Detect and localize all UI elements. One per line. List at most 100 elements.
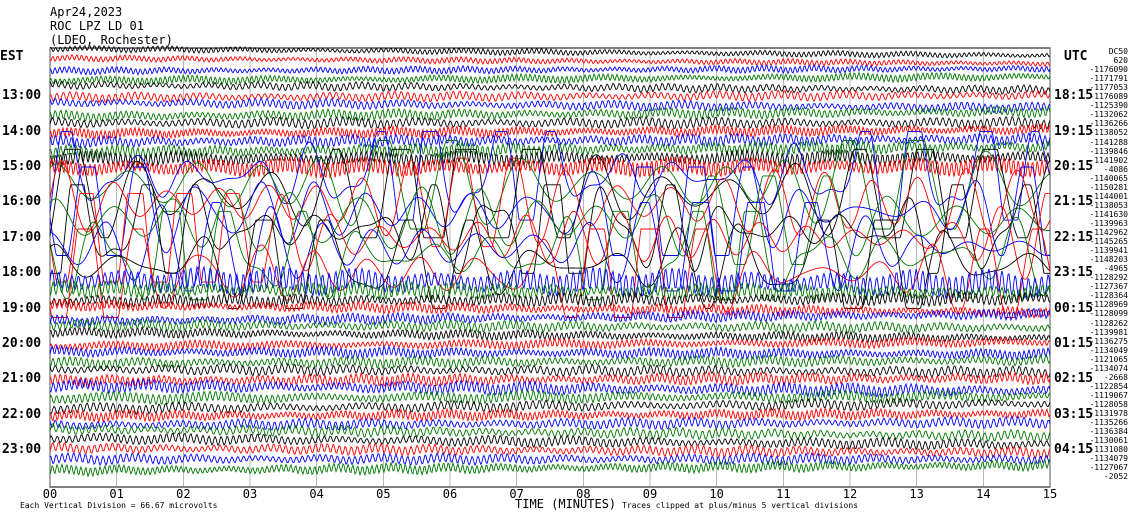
seismic-trace [49, 148, 1051, 169]
trace-offset-label: -1139981 [1089, 327, 1128, 337]
trace-offset-label: -2668 [1103, 372, 1128, 382]
seismic-trace [49, 451, 1051, 467]
utc-hour-label: 20:15 [1054, 159, 1094, 175]
trace-offset-label: -1144001 [1089, 191, 1128, 201]
trace-offset-label: -1125390 [1089, 101, 1128, 111]
seismic-trace [49, 115, 1051, 130]
trace-offset-label: -1141902 [1089, 155, 1128, 165]
x-tick-label: 01 [109, 487, 124, 501]
seismic-trace [49, 318, 1051, 335]
seismic-trace [49, 307, 1051, 328]
scale-note: Each Vertical Division = 66.67 microvolt… [20, 501, 218, 510]
seismic-trace [49, 377, 1051, 399]
seismic-trace [49, 335, 1051, 353]
trace-offset-label: -1150281 [1089, 182, 1128, 192]
seismic-trace [49, 122, 1051, 141]
trace-offset-label: -1128292 [1089, 273, 1128, 283]
seismic-trace [49, 415, 1051, 431]
seismic-trace [49, 105, 1051, 123]
seismic-trace [49, 71, 1051, 87]
est-hour-label: 22:00 [2, 406, 42, 422]
trace-offset-label: -1132062 [1089, 110, 1128, 120]
seismic-trace [49, 89, 1051, 104]
trace-offset-label: -1127067 [1089, 463, 1128, 473]
trace-offset-label: -1128262 [1089, 318, 1128, 328]
x-axis-title: TIME (MINUTES) [515, 497, 617, 511]
seismic-trace [49, 441, 1051, 460]
x-tick-label: 00 [42, 487, 58, 501]
trace-offset-label: -1148203 [1089, 255, 1128, 265]
x-tick-label: 02 [176, 487, 191, 501]
x-tick-label: 06 [442, 487, 458, 501]
x-tick-label: 10 [709, 487, 724, 501]
seismic-trace [49, 80, 1051, 96]
x-tick-label: 14 [976, 487, 991, 501]
utc-hour-label: 03:15 [1054, 406, 1094, 422]
est-hour-label: 13:00 [2, 88, 42, 104]
seismic-trace [49, 397, 1051, 416]
trace-offset-label: -1130061 [1089, 436, 1128, 446]
x-tick-label: 07 [509, 487, 524, 501]
est-hour-label: 23:00 [2, 442, 42, 458]
trace-offset-label: -1128058 [1089, 399, 1128, 409]
trace-offset-label: -1177053 [1089, 83, 1128, 93]
clip-note: Traces clipped at plus/minus 5 vertical … [622, 501, 859, 510]
trace-offset-label: -4086 [1103, 164, 1128, 174]
est-hour-label: 19:00 [2, 300, 42, 316]
seismic-trace [49, 344, 1051, 362]
x-tick-label: 08 [576, 487, 591, 501]
utc-axis-label: UTC [1064, 49, 1088, 64]
trace-offset-label: -4965 [1103, 264, 1128, 274]
seismic-trace [49, 388, 1051, 406]
trace-offset-label: -1141630 [1089, 209, 1128, 219]
utc-hour-label: 01:15 [1054, 336, 1094, 352]
trace-offset-label: -1127367 [1089, 282, 1128, 292]
est-hour-label: 16:00 [2, 194, 42, 210]
trace-offset-label: -1142962 [1089, 228, 1128, 237]
trace-offset-label: -1131080 [1089, 445, 1128, 455]
seismic-trace [49, 131, 1051, 150]
trace-offset-label: -1121065 [1089, 354, 1128, 364]
x-tick-label: 03 [242, 487, 258, 501]
trace-offset-label: -1128969 [1089, 300, 1128, 310]
utc-hour-label: 22:15 [1054, 229, 1094, 245]
utc-hour-label: 18:15 [1054, 88, 1094, 104]
trace-offset-label: -1139963 [1089, 218, 1128, 228]
trace-offset-label: -1131978 [1089, 409, 1128, 418]
trace-offset-label: -1136275 [1089, 336, 1128, 346]
trace-offset-label: -2052 [1103, 472, 1128, 482]
trace-offset-label: -1176089 [1089, 92, 1128, 102]
seismic-trace [49, 44, 1051, 59]
trace-offset-label: -1145265 [1089, 237, 1128, 247]
seismic-trace [49, 432, 1051, 451]
x-tick-label: 15 [1042, 487, 1058, 501]
station-label: ROC LPZ LD 01 [50, 19, 144, 33]
trace-offset-label: -1136266 [1089, 119, 1128, 129]
seismic-trace [49, 140, 1051, 230]
seismic-trace [49, 63, 1051, 76]
seismic-trace [49, 265, 1051, 300]
trace-offset-label: -1128099 [1089, 309, 1128, 319]
trace-offset-label: -1138053 [1089, 200, 1128, 210]
est-axis-label: EST [0, 49, 24, 64]
trace-offset-label: -1119067 [1089, 390, 1128, 400]
trace-offset-label: -1128364 [1089, 291, 1128, 301]
x-tick-label: 09 [642, 487, 658, 501]
utc-hour-label: 00:15 [1054, 300, 1094, 316]
est-hour-label: 17:00 [2, 229, 42, 245]
trace-offset-label: -1140065 [1089, 173, 1128, 183]
trace-offset-label: -1171791 [1089, 74, 1128, 84]
seismic-trace [49, 290, 1051, 310]
network-label: (LDEO, Rochester) [50, 33, 173, 47]
x-tick-label: 12 [842, 487, 858, 501]
seismic-trace [49, 458, 1051, 478]
seismic-trace [49, 201, 1051, 292]
seismic-trace [49, 406, 1051, 424]
seismic-trace [49, 219, 1051, 310]
trace-offset-label: -1139846 [1089, 146, 1128, 156]
trace-offset-label: -1122854 [1089, 381, 1128, 391]
seismic-trace [49, 157, 1051, 248]
utc-hour-label: 21:15 [1054, 194, 1094, 210]
x-tick-label: 13 [909, 487, 924, 501]
